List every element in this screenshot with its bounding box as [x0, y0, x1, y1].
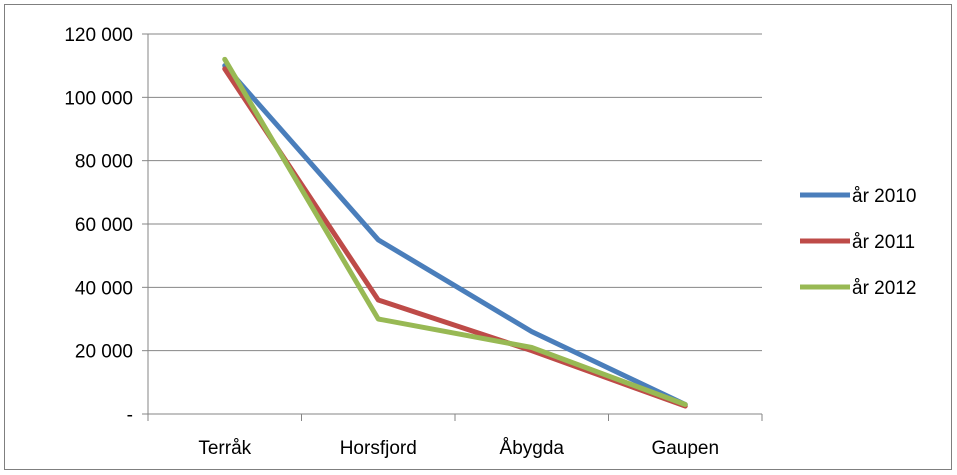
y-tick-label: 60 000: [75, 215, 133, 236]
x-tick-label: Terråk: [198, 438, 251, 459]
legend-item: år 2010: [800, 186, 916, 207]
legend-label: år 2012: [852, 278, 916, 299]
y-tick-label: 100 000: [64, 88, 133, 109]
series-line-2: [222, 66, 688, 409]
y-tick-label: 120 000: [64, 25, 133, 46]
series-lines: [222, 56, 688, 409]
legend-item: år 2011: [800, 232, 915, 253]
legend: år 2010 år 2011 år 2012: [800, 186, 916, 299]
chart-frame: [4, 4, 952, 470]
legend-label: år 2010: [852, 186, 916, 207]
series-line-1: [222, 63, 688, 407]
legend-label: år 2011: [852, 232, 915, 253]
y-tick-label: 40 000: [75, 278, 133, 299]
y-tick-label: 20 000: [75, 342, 133, 363]
x-axis-ticks: Terråk Horsfjord Åbygda Gaupen: [147, 414, 763, 459]
x-tick-label: Horsfjord: [340, 438, 417, 459]
y-tick-label: -: [127, 405, 133, 426]
series-line-3: [222, 56, 688, 407]
legend-item: år 2012: [800, 278, 916, 299]
x-tick-label: Gaupen: [651, 438, 719, 459]
y-tick-label: 80 000: [75, 152, 133, 173]
y-axis-ticks: - 20 000 40 000 60 000 80 000 100 000 120 000: [64, 25, 148, 426]
x-tick-label: Åbygda: [500, 438, 565, 459]
